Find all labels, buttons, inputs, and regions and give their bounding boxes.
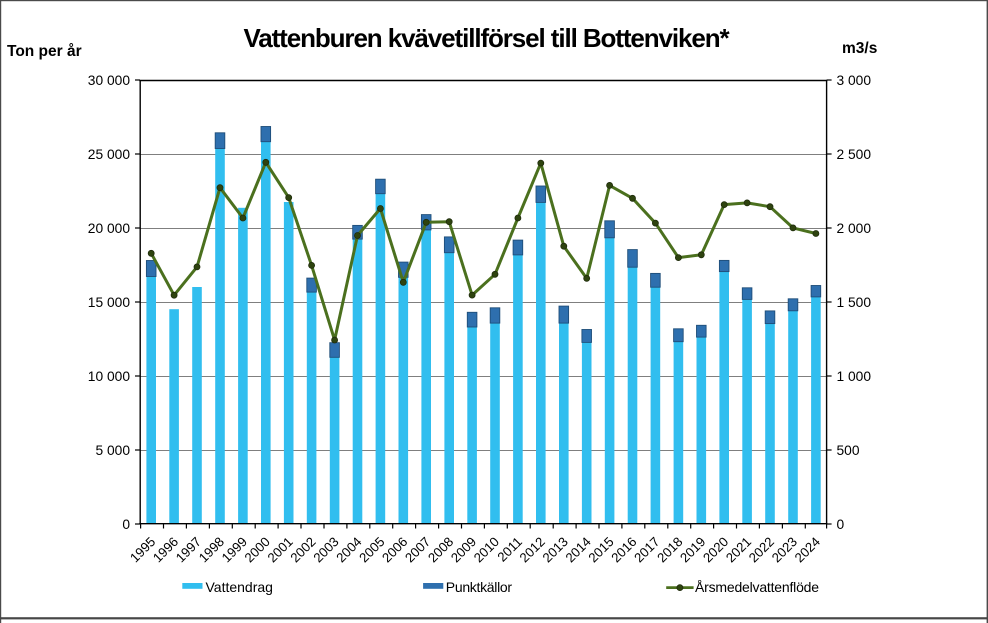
- svg-text:Vattendrag: Vattendrag: [206, 579, 273, 595]
- svg-text:2 000: 2 000: [837, 221, 872, 236]
- svg-text:Ton per år: Ton per år: [7, 43, 82, 60]
- svg-text:15 000: 15 000: [88, 295, 131, 310]
- svg-text:10 000: 10 000: [88, 369, 131, 384]
- svg-text:Årsmedelvattenflöde: Årsmedelvattenflöde: [695, 579, 819, 595]
- svg-text:20 000: 20 000: [88, 221, 131, 236]
- svg-text:2 500: 2 500: [837, 147, 872, 162]
- svg-text:30 000: 30 000: [88, 73, 131, 88]
- svg-text:25 000: 25 000: [88, 147, 131, 162]
- svg-text:0: 0: [122, 517, 130, 532]
- svg-text:3 000: 3 000: [837, 73, 872, 88]
- svg-text:0: 0: [837, 517, 845, 532]
- svg-text:1 000: 1 000: [837, 369, 872, 384]
- svg-text:1 500: 1 500: [837, 295, 872, 310]
- svg-text:m3/s: m3/s: [842, 40, 877, 57]
- svg-text:500: 500: [837, 443, 860, 458]
- svg-text:Vattenburen kvävetillförsel ti: Vattenburen kvävetillförsel till Bottenv…: [243, 23, 730, 53]
- svg-text:5 000: 5 000: [95, 443, 130, 458]
- svg-text:Punktkällor: Punktkällor: [446, 579, 513, 595]
